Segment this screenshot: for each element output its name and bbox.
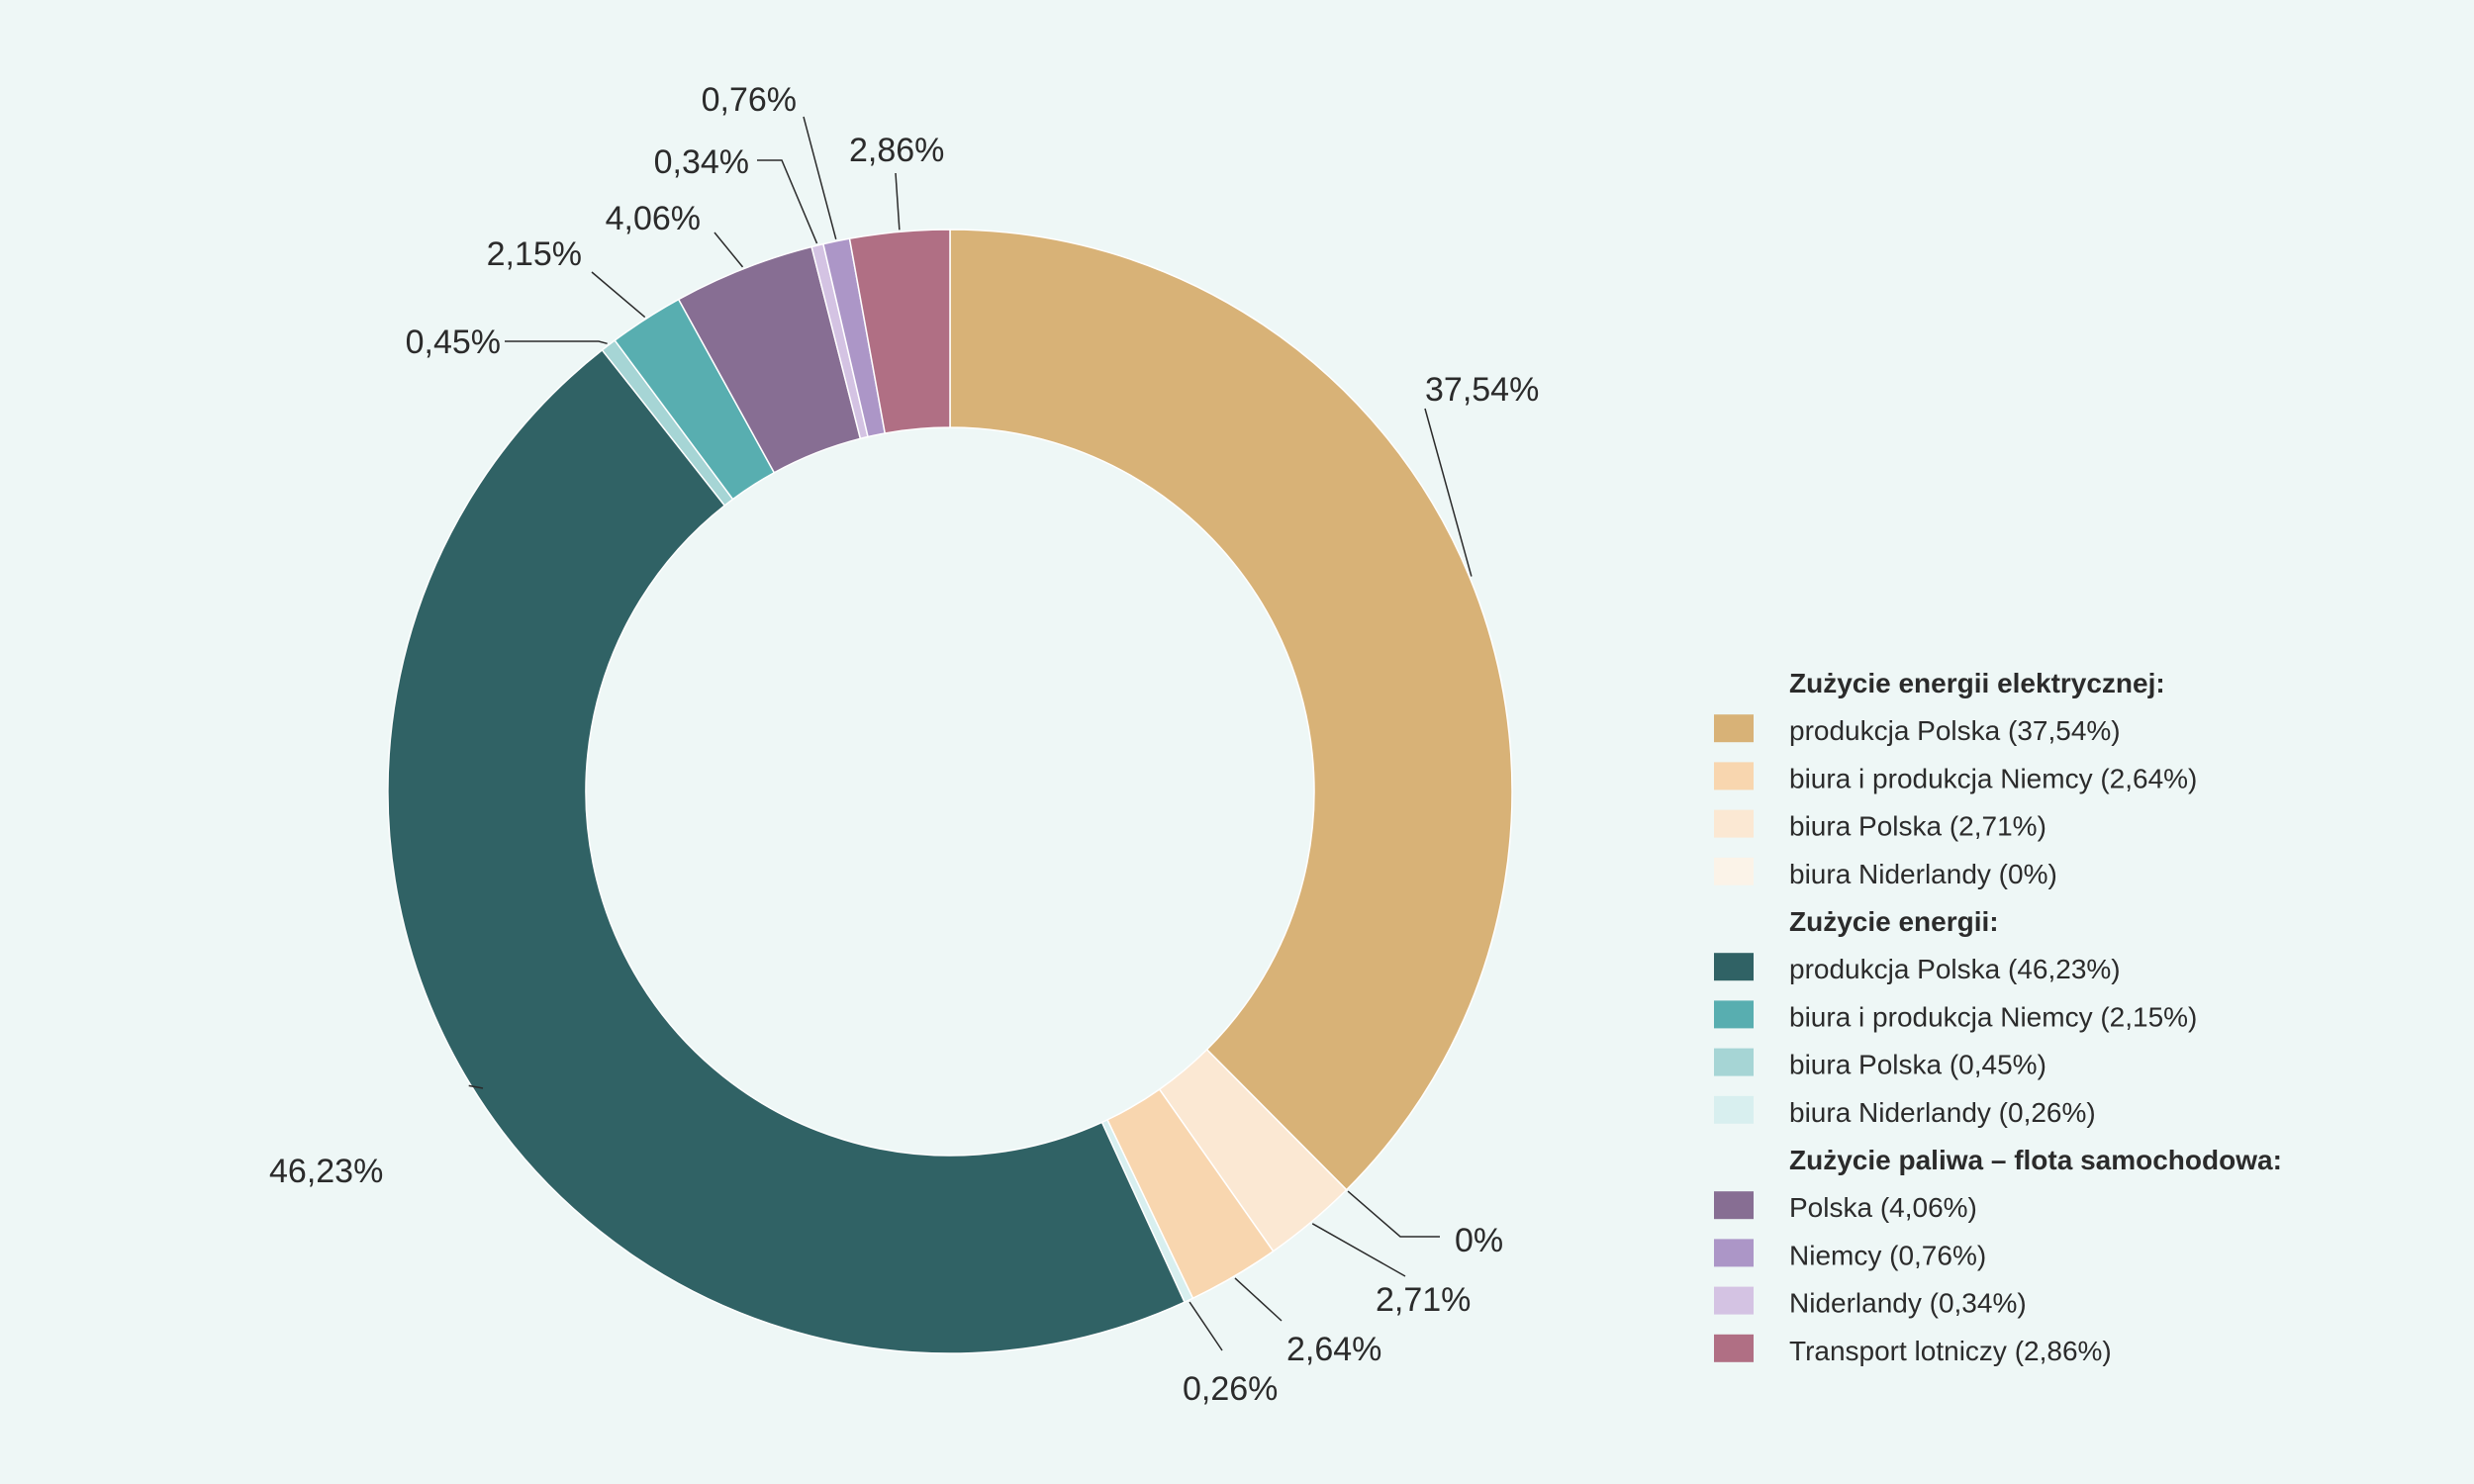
legend-group-heading: Zużycie energii:: [1789, 906, 1999, 937]
donut-slice: [949, 229, 1513, 1191]
legend-item-label: Polska (4,06%): [1789, 1192, 1977, 1223]
callout-leader-line: [757, 159, 818, 244]
callout-leader-line: [714, 232, 744, 268]
callout-leader-line: [505, 340, 608, 345]
callout-label: 2,64%: [1286, 1331, 1381, 1368]
legend-swatch: [1714, 1239, 1754, 1267]
callout-label: 0,76%: [702, 81, 797, 119]
legend: Zużycie energii elektrycznej: produkcja P…: [1714, 668, 2282, 1366]
legend-swatch: [1714, 857, 1754, 885]
callout-leader-line: [1347, 1190, 1440, 1238]
donut-slice: [848, 229, 951, 434]
callout-label: 0,34%: [654, 143, 749, 181]
callout-labels: 37,54% 0% 2,71% 2,64%0,26% 46,23% 0,45% 2,15% 4…: [269, 81, 1539, 1408]
callout-leader-line: [1311, 1223, 1406, 1277]
legend-swatch: [1714, 1191, 1754, 1220]
callout-leader-line: [468, 1084, 484, 1089]
legend-swatch: [1714, 953, 1754, 981]
legend-group-heading: Zużycie paliwa – flota samochodowa:: [1789, 1145, 2282, 1175]
legend-swatch: [1714, 809, 1754, 838]
legend-swatch: [1714, 1000, 1754, 1029]
legend-swatch: [1714, 1334, 1754, 1362]
legend-swatch: [1714, 762, 1754, 790]
legend-item-label: biura Niderlandy (0,26%): [1789, 1097, 2096, 1128]
legend-item-label: biura Polska (2,71%): [1789, 811, 2046, 842]
callout-label: 2,71%: [1376, 1281, 1471, 1319]
callout-leader-line: [591, 271, 646, 319]
callout-leader-line: [1424, 408, 1473, 577]
legend-item-label: biura i produkcja Niemcy (2,64%): [1789, 763, 2197, 793]
callout-label: 4,06%: [606, 200, 701, 237]
legend-swatch: [1714, 1048, 1754, 1076]
callout-leader-line: [803, 116, 837, 239]
legend-item-label: biura Niderlandy (0%): [1789, 859, 2057, 889]
legend-item-label: biura i produkcja Niemcy (2,15%): [1789, 1001, 2197, 1032]
callout-label: 37,54%: [1425, 371, 1539, 409]
callout-leader-line: [895, 172, 901, 231]
legend-swatch: [1714, 1286, 1754, 1315]
callout-label: 0%: [1455, 1222, 1503, 1259]
legend-item-label: Niemcy (0,76%): [1789, 1240, 1986, 1270]
legend-item-label: biura Polska (0,45%): [1789, 1050, 2046, 1080]
callout-leaders: [468, 116, 1473, 1351]
callout-label: 0,45%: [406, 324, 501, 361]
donut-slice: [387, 348, 1186, 1354]
callout-label: 46,23%: [269, 1153, 383, 1190]
callout-leader-line: [1234, 1277, 1283, 1322]
callout-label: 2,15%: [487, 235, 582, 273]
callout-label: 2,86%: [849, 132, 944, 169]
legend-swatch: [1714, 714, 1754, 743]
callout-label: 0,26%: [1183, 1370, 1278, 1408]
legend-item-label: Transport lotniczy (2,86%): [1789, 1336, 2112, 1366]
legend-swatch: [1714, 1095, 1754, 1124]
legend-group-heading: Zużycie energii elektrycznej:: [1789, 668, 2165, 698]
legend-item-label: produkcja Polska (37,54%): [1789, 715, 2121, 746]
donut-slices: [387, 229, 1513, 1354]
legend-item-label: produkcja Polska (46,23%): [1789, 954, 2121, 984]
legend-item-label: Niderlandy (0,34%): [1789, 1288, 2027, 1319]
callout-leader-line: [1189, 1301, 1223, 1351]
